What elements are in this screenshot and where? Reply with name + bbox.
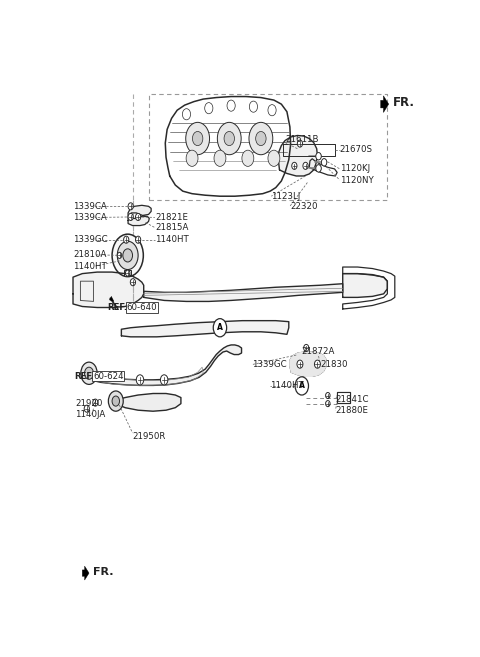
Circle shape [81, 362, 97, 384]
Circle shape [160, 374, 168, 385]
Circle shape [84, 405, 89, 412]
Text: 1140HT: 1140HT [73, 261, 107, 271]
Polygon shape [116, 394, 181, 411]
Circle shape [128, 203, 133, 210]
Polygon shape [337, 392, 350, 403]
Text: 60-624: 60-624 [93, 372, 124, 381]
Circle shape [268, 104, 276, 116]
Circle shape [316, 165, 321, 172]
Text: 21810A: 21810A [73, 250, 107, 260]
Circle shape [186, 122, 210, 155]
Text: 60-640: 60-640 [126, 303, 157, 312]
Text: A: A [217, 323, 223, 332]
Text: REF.: REF. [107, 303, 128, 312]
Circle shape [204, 102, 213, 114]
Text: 1140HT: 1140HT [155, 235, 189, 244]
Circle shape [84, 367, 94, 379]
Circle shape [314, 360, 321, 368]
Circle shape [117, 241, 138, 269]
Circle shape [292, 162, 297, 170]
Text: 21670S: 21670S [340, 145, 373, 154]
Text: 1120KJ: 1120KJ [340, 164, 370, 173]
Polygon shape [83, 566, 89, 580]
Circle shape [135, 236, 141, 243]
Circle shape [124, 236, 129, 243]
Circle shape [249, 122, 273, 155]
Text: A: A [299, 381, 305, 390]
Circle shape [316, 165, 321, 172]
Text: 21950R: 21950R [132, 432, 166, 441]
Circle shape [325, 392, 330, 399]
Text: 1339GC: 1339GC [252, 360, 286, 369]
Text: 21872A: 21872A [302, 346, 335, 355]
Text: FR.: FR. [393, 96, 415, 109]
Circle shape [303, 162, 308, 170]
Polygon shape [144, 284, 343, 302]
Text: 21821E: 21821E [155, 213, 188, 222]
Circle shape [93, 399, 98, 406]
Text: 21611B: 21611B [285, 135, 319, 144]
Text: 1339CA: 1339CA [73, 202, 107, 211]
Circle shape [304, 344, 309, 351]
Text: 1339CA: 1339CA [73, 213, 107, 222]
Text: FR.: FR. [94, 567, 114, 577]
Polygon shape [124, 270, 132, 276]
Polygon shape [109, 296, 114, 302]
Circle shape [256, 131, 266, 146]
Text: 21841C: 21841C [335, 395, 369, 403]
Polygon shape [278, 135, 317, 176]
Text: 21830: 21830 [321, 360, 348, 369]
Circle shape [227, 100, 235, 111]
Circle shape [316, 152, 321, 160]
Circle shape [112, 234, 144, 277]
Circle shape [182, 108, 191, 120]
Polygon shape [343, 273, 387, 298]
Circle shape [186, 150, 198, 166]
Text: 21880E: 21880E [335, 406, 368, 415]
Circle shape [224, 131, 234, 146]
Circle shape [268, 150, 280, 166]
Circle shape [117, 252, 122, 258]
Circle shape [322, 159, 327, 166]
Circle shape [295, 377, 309, 395]
Circle shape [108, 391, 123, 411]
Circle shape [123, 249, 132, 262]
Polygon shape [290, 352, 326, 376]
Circle shape [128, 214, 133, 221]
Circle shape [112, 396, 120, 406]
Text: 1140JA: 1140JA [75, 410, 105, 419]
Polygon shape [96, 374, 102, 379]
Polygon shape [381, 96, 389, 112]
Text: 1140HT: 1140HT [270, 382, 304, 390]
Polygon shape [83, 345, 241, 386]
Text: 1120NY: 1120NY [340, 175, 373, 185]
Text: 1123LJ: 1123LJ [271, 192, 300, 200]
Circle shape [316, 152, 321, 160]
Circle shape [322, 159, 327, 166]
Circle shape [217, 122, 241, 155]
Circle shape [192, 131, 203, 146]
Circle shape [130, 279, 135, 286]
Circle shape [136, 374, 144, 385]
Polygon shape [73, 272, 144, 307]
Circle shape [249, 101, 258, 112]
Polygon shape [121, 321, 289, 337]
Circle shape [297, 140, 302, 147]
Circle shape [213, 319, 227, 337]
Circle shape [325, 401, 330, 407]
Text: REF.: REF. [74, 372, 95, 381]
Text: 22320: 22320 [290, 202, 317, 211]
Circle shape [297, 360, 303, 368]
Text: 21815A: 21815A [155, 223, 188, 232]
Circle shape [125, 270, 130, 276]
Text: 1339GC: 1339GC [73, 235, 108, 244]
Circle shape [214, 150, 226, 166]
Circle shape [135, 214, 141, 221]
Polygon shape [128, 205, 151, 225]
Circle shape [242, 150, 254, 166]
Text: 21920: 21920 [75, 399, 102, 408]
